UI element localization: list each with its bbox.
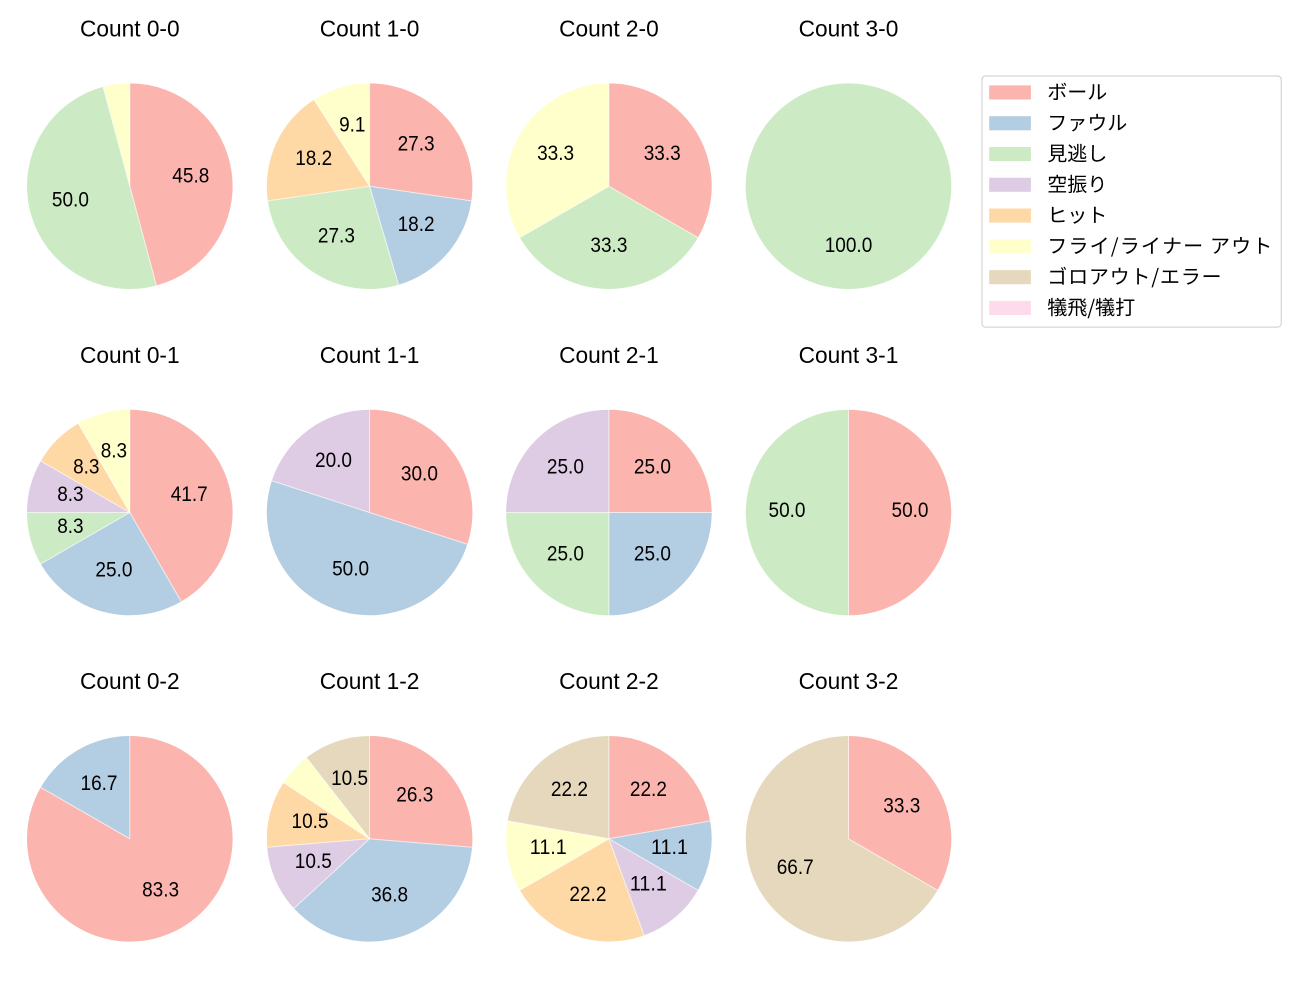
svg-text:27.3: 27.3 xyxy=(398,132,435,155)
svg-text:25.0: 25.0 xyxy=(634,542,671,565)
svg-text:18.2: 18.2 xyxy=(295,147,332,170)
svg-text:10.5: 10.5 xyxy=(295,850,332,873)
svg-text:Count 2-1: Count 2-1 xyxy=(559,342,659,368)
svg-text:33.3: 33.3 xyxy=(644,142,681,165)
svg-text:Count 3-1: Count 3-1 xyxy=(799,342,899,368)
svg-text:100.0: 100.0 xyxy=(825,234,873,257)
svg-text:Count 1-2: Count 1-2 xyxy=(320,668,420,694)
svg-text:33.3: 33.3 xyxy=(883,794,920,817)
svg-text:50.0: 50.0 xyxy=(769,499,806,522)
svg-text:66.7: 66.7 xyxy=(777,856,814,879)
svg-text:25.0: 25.0 xyxy=(634,455,671,478)
svg-text:10.5: 10.5 xyxy=(331,767,368,790)
svg-text:25.0: 25.0 xyxy=(547,455,584,478)
svg-text:9.1: 9.1 xyxy=(339,114,365,137)
svg-text:Count 1-1: Count 1-1 xyxy=(320,342,420,368)
svg-text:83.3: 83.3 xyxy=(142,878,179,901)
svg-text:8.3: 8.3 xyxy=(57,483,83,506)
svg-text:Count 2-0: Count 2-0 xyxy=(559,16,659,42)
svg-text:25.0: 25.0 xyxy=(547,542,584,565)
svg-text:50.0: 50.0 xyxy=(52,189,89,212)
svg-text:25.0: 25.0 xyxy=(95,558,132,581)
svg-text:45.8: 45.8 xyxy=(172,165,209,188)
svg-text:10.5: 10.5 xyxy=(292,810,329,833)
svg-text:33.3: 33.3 xyxy=(537,142,574,165)
svg-text:22.2: 22.2 xyxy=(551,778,588,801)
svg-text:Count 3-2: Count 3-2 xyxy=(799,668,899,694)
svg-text:27.3: 27.3 xyxy=(318,224,355,247)
svg-text:33.3: 33.3 xyxy=(590,234,627,257)
svg-text:8.3: 8.3 xyxy=(101,440,127,463)
svg-text:8.3: 8.3 xyxy=(73,455,99,478)
svg-text:11.1: 11.1 xyxy=(630,872,667,895)
svg-text:Count 1-0: Count 1-0 xyxy=(320,16,420,42)
svg-text:Count 0-1: Count 0-1 xyxy=(80,342,180,368)
svg-text:20.0: 20.0 xyxy=(315,449,352,472)
svg-text:36.8: 36.8 xyxy=(371,883,408,906)
svg-text:50.0: 50.0 xyxy=(892,499,929,522)
svg-text:22.2: 22.2 xyxy=(630,778,667,801)
svg-text:18.2: 18.2 xyxy=(398,213,435,236)
svg-text:11.1: 11.1 xyxy=(530,836,567,859)
svg-text:Count 2-2: Count 2-2 xyxy=(559,668,659,694)
svg-text:26.3: 26.3 xyxy=(396,784,433,807)
svg-text:Count 0-0: Count 0-0 xyxy=(80,16,180,42)
svg-text:41.7: 41.7 xyxy=(171,483,208,506)
svg-text:8.3: 8.3 xyxy=(57,515,83,538)
svg-text:11.1: 11.1 xyxy=(651,836,688,859)
svg-text:Count 0-2: Count 0-2 xyxy=(80,668,180,694)
svg-text:22.2: 22.2 xyxy=(569,883,606,906)
svg-text:30.0: 30.0 xyxy=(401,463,438,486)
svg-text:16.7: 16.7 xyxy=(81,772,118,795)
svg-text:50.0: 50.0 xyxy=(332,557,369,580)
svg-text:Count 3-0: Count 3-0 xyxy=(799,16,899,42)
